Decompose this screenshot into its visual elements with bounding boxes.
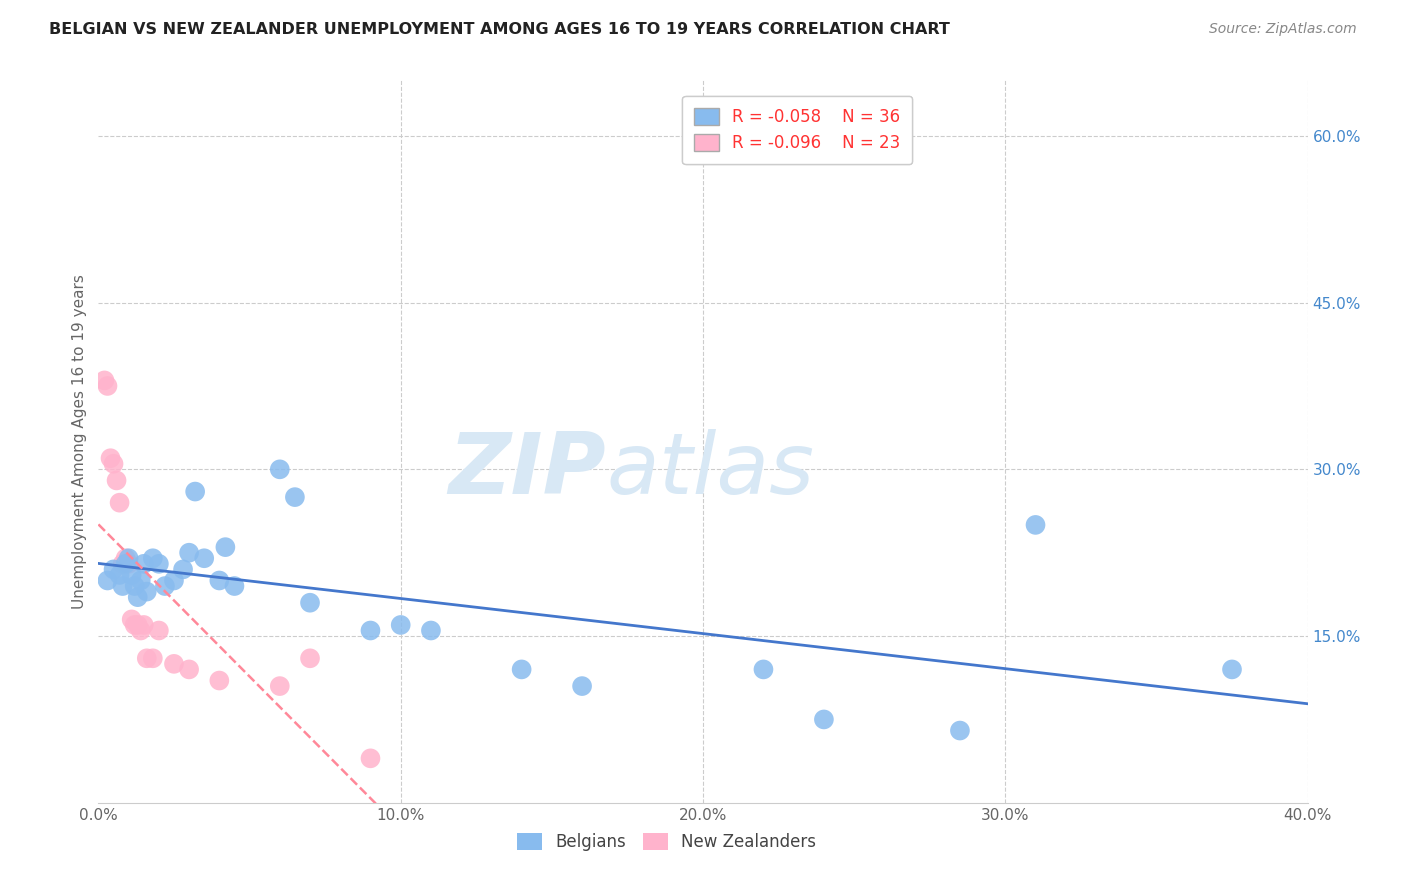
Point bbox=[96, 379, 118, 393]
Point bbox=[214, 540, 236, 554]
Text: ZIP: ZIP bbox=[449, 429, 606, 512]
Point bbox=[193, 551, 215, 566]
Point bbox=[163, 574, 186, 588]
Point bbox=[132, 557, 155, 571]
Point bbox=[111, 579, 134, 593]
Point bbox=[127, 590, 149, 604]
Point bbox=[360, 751, 382, 765]
Point bbox=[153, 579, 176, 593]
Point bbox=[752, 662, 775, 676]
Point bbox=[208, 574, 231, 588]
Point bbox=[124, 618, 146, 632]
Point bbox=[105, 474, 128, 488]
Point bbox=[114, 557, 136, 571]
Point bbox=[148, 624, 170, 638]
Point bbox=[100, 451, 122, 466]
Point bbox=[163, 657, 186, 671]
Y-axis label: Unemployment Among Ages 16 to 19 years: Unemployment Among Ages 16 to 19 years bbox=[72, 274, 87, 609]
Point bbox=[118, 551, 141, 566]
Point bbox=[111, 557, 134, 571]
Point bbox=[148, 557, 170, 571]
Point bbox=[172, 562, 194, 576]
Point bbox=[132, 618, 155, 632]
Point bbox=[108, 496, 131, 510]
Point bbox=[299, 596, 322, 610]
Point bbox=[510, 662, 533, 676]
Point bbox=[135, 584, 157, 599]
Point bbox=[1024, 517, 1046, 532]
Point bbox=[129, 574, 152, 588]
Point bbox=[949, 723, 972, 738]
Point bbox=[129, 624, 152, 638]
Point bbox=[1220, 662, 1243, 676]
Point bbox=[269, 679, 291, 693]
Point bbox=[93, 373, 115, 387]
Point bbox=[224, 579, 246, 593]
Point bbox=[121, 612, 143, 626]
Point bbox=[114, 551, 136, 566]
Point bbox=[284, 490, 307, 504]
Point bbox=[142, 651, 165, 665]
Point bbox=[571, 679, 593, 693]
Point bbox=[813, 713, 835, 727]
Point bbox=[127, 618, 149, 632]
Point bbox=[389, 618, 412, 632]
Point bbox=[208, 673, 231, 688]
Point bbox=[96, 574, 118, 588]
Text: BELGIAN VS NEW ZEALANDER UNEMPLOYMENT AMONG AGES 16 TO 19 YEARS CORRELATION CHAR: BELGIAN VS NEW ZEALANDER UNEMPLOYMENT AM… bbox=[49, 22, 950, 37]
Point bbox=[299, 651, 322, 665]
Point bbox=[269, 462, 291, 476]
Point bbox=[184, 484, 207, 499]
Point bbox=[118, 557, 141, 571]
Point bbox=[360, 624, 382, 638]
Text: Source: ZipAtlas.com: Source: ZipAtlas.com bbox=[1209, 22, 1357, 37]
Text: atlas: atlas bbox=[606, 429, 814, 512]
Point bbox=[179, 662, 201, 676]
Point bbox=[142, 551, 165, 566]
Point bbox=[103, 457, 125, 471]
Point bbox=[124, 579, 146, 593]
Point bbox=[179, 546, 201, 560]
Point bbox=[135, 651, 157, 665]
Legend: Belgians, New Zealanders: Belgians, New Zealanders bbox=[509, 825, 824, 860]
Point bbox=[108, 568, 131, 582]
Point bbox=[420, 624, 443, 638]
Point bbox=[121, 568, 143, 582]
Point bbox=[103, 562, 125, 576]
